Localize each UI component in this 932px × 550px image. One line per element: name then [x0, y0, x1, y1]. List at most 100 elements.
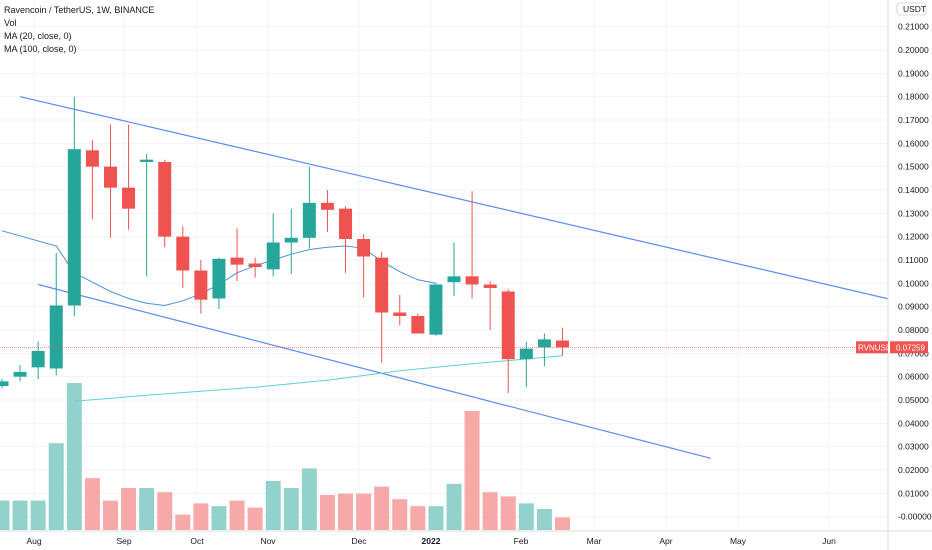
- last-price-label: 0.07259: [896, 343, 925, 352]
- unit-label: USDT: [903, 4, 926, 14]
- price-tick-label: 0.16000: [898, 138, 929, 148]
- volume-bar: [229, 500, 245, 530]
- candle-body: [140, 159, 154, 162]
- volume-bar: [157, 492, 173, 530]
- price-tick-label: 0.12000: [898, 232, 929, 242]
- price-tick-label: 0.11000: [898, 255, 928, 265]
- candle-body: [537, 339, 551, 348]
- price-tick-label: 0.09000: [898, 302, 929, 312]
- symbol-title[interactable]: Ravencoin / TetherUS, 1W, BINANCE: [4, 5, 155, 15]
- time-label: Jun: [822, 536, 836, 546]
- volume-bar: [211, 506, 227, 530]
- last-price-tag: [890, 341, 928, 354]
- volume-bar: [536, 509, 552, 530]
- chart-grid: [0, 0, 888, 530]
- price-tick-label: 0.20000: [898, 45, 929, 55]
- volume-bar: [175, 514, 191, 530]
- volume-bar: [338, 493, 354, 530]
- volume-bar: [139, 488, 155, 530]
- candle-body: [49, 305, 63, 369]
- volume-bar: [121, 488, 137, 530]
- volume-bar: [319, 495, 335, 530]
- volume-bar: [554, 517, 570, 530]
- candle-body: [519, 348, 533, 360]
- time-label: Mar: [587, 536, 602, 546]
- price-tick-label: 0.19000: [898, 68, 929, 78]
- price-tick-label: 0.21000: [898, 22, 929, 32]
- indicator-ma20[interactable]: MA (20, close, 0): [4, 31, 72, 41]
- volume-bar: [66, 383, 82, 530]
- price-tick-label: 0.05000: [898, 395, 929, 405]
- volume-bars: [0, 383, 570, 530]
- volume-bar: [356, 493, 372, 530]
- price-tick-label: 0.04000: [898, 418, 929, 428]
- candle-body: [0, 381, 9, 386]
- candle-body: [447, 276, 461, 283]
- symbol-tag-label: RVNUSDT: [858, 343, 897, 352]
- volume-bar: [410, 506, 426, 530]
- candle-body: [85, 150, 99, 167]
- time-label: 2022: [422, 536, 441, 546]
- price-tick-label: 0.13000: [898, 208, 929, 218]
- volume-bar: [428, 506, 444, 530]
- candle-body: [393, 312, 407, 316]
- volume-bar: [30, 500, 46, 530]
- price-tick-label: -0.00000: [898, 512, 932, 522]
- candle-body: [465, 276, 479, 285]
- candle-body: [501, 291, 515, 360]
- time-label: Nov: [260, 536, 276, 546]
- candle-body: [122, 187, 136, 209]
- volume-bar: [265, 481, 281, 530]
- price-tick-label: 0.02000: [898, 465, 929, 475]
- volume-bar: [247, 507, 263, 530]
- trendlines[interactable]: [19, 96, 898, 459]
- indicator-vol[interactable]: Vol: [4, 18, 17, 28]
- volume-bar: [464, 411, 480, 530]
- candle-body: [555, 340, 569, 348]
- candle-body: [339, 208, 353, 239]
- volume-bar: [301, 468, 317, 530]
- symbol-tag: [856, 341, 888, 354]
- volume-bar: [84, 478, 100, 530]
- volume-bar: [12, 500, 28, 530]
- candle-body: [483, 284, 497, 288]
- indicator-ma100[interactable]: MA (100, close, 0): [4, 44, 77, 54]
- time-label: Dec: [351, 536, 367, 546]
- volume-bar: [102, 500, 118, 530]
- time-label: Oct: [190, 536, 204, 546]
- volume-bar: [392, 499, 408, 530]
- volume-bar: [193, 503, 209, 530]
- chart-legend: Ravencoin / TetherUS, 1W, BINANCE Vol MA…: [4, 4, 154, 56]
- price-tick-label: 0.06000: [898, 372, 929, 382]
- candle-body: [13, 372, 27, 377]
- ma100-line: [74, 355, 563, 402]
- candle-body: [429, 284, 443, 335]
- trendline: [19, 96, 898, 302]
- candle-body: [103, 166, 117, 188]
- price-tick-label: 0.17000: [898, 115, 929, 125]
- candle-body: [266, 242, 280, 270]
- time-axis[interactable]: Aug Sep Oct Nov Dec 2022 Feb Mar Apr May Jun: [0, 530, 932, 546]
- volume-bar: [374, 486, 390, 530]
- candle-body: [375, 257, 389, 313]
- candle-body: [357, 239, 371, 257]
- price-axis[interactable]: 0.21000 0.20000 0.19000 0.18000 0.17000 0.160…: [856, 0, 932, 550]
- time-label: Aug: [26, 536, 41, 546]
- price-tick-label: 0.07000: [898, 348, 929, 358]
- trendline: [38, 283, 711, 459]
- candle-body: [212, 258, 226, 299]
- price-tick-label: 0.18000: [898, 92, 929, 102]
- volume-bar: [48, 443, 64, 530]
- candle-body: [302, 202, 316, 238]
- price-tick-label: 0.03000: [898, 442, 929, 452]
- price-tick-label: 0.10000: [898, 278, 929, 288]
- candle-body: [284, 237, 298, 243]
- volume-bar: [283, 488, 299, 530]
- time-label: Apr: [659, 536, 672, 546]
- moving-averages: [1, 230, 563, 402]
- volume-bar: [0, 500, 10, 530]
- candle-body: [230, 257, 244, 265]
- price-tick-label: 0.15000: [898, 162, 929, 172]
- volume-bar: [518, 503, 534, 530]
